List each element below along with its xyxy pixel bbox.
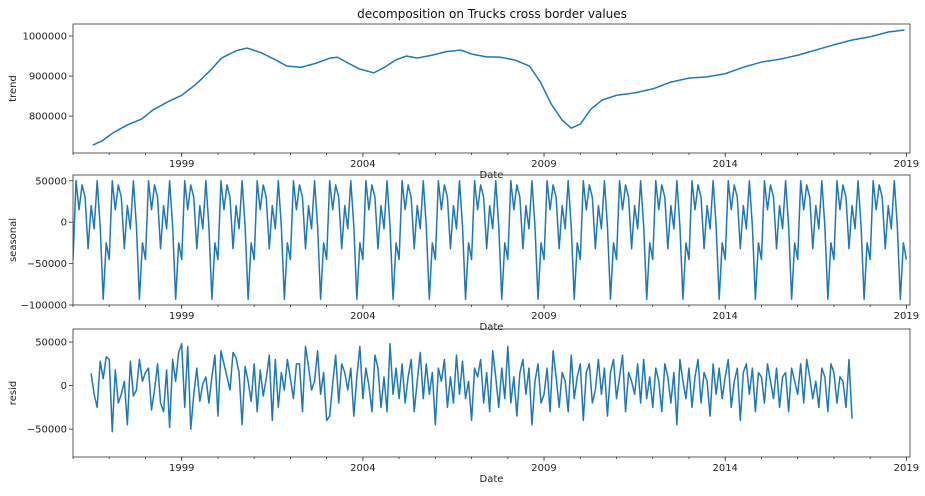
x-axis-label-trend: Date [480,170,504,181]
panel-seasonal: −100000 −50000 0 50000 seasonal 1999 2004 2009 2… [8,174,919,333]
y-tick-label-seasonal: 0 [61,218,67,229]
plot-frame-seasonal [72,174,911,306]
x-tick-label-resid: 1999 [169,463,194,474]
panels: 800000 900000 1000000 trend 1999 2004 2009 2014… [8,23,919,485]
y-axis-label-seasonal: seasonal [8,218,19,262]
series-line-trend [92,29,905,146]
panel-resid: −50000 0 50000 resid 1999 2004 2009 2014 2019 Dat… [8,328,919,485]
y-tick-label-trend: 900000 [29,72,67,83]
y-tick-label-seasonal: −50000 [27,259,67,270]
x-tick-label-trend: 2014 [712,159,737,170]
series-line-seasonal [73,180,908,300]
x-tick-label-seasonal: 2019 [894,311,919,322]
y-axis-label-trend: trend [8,75,19,102]
x-tick-label-seasonal: 2009 [531,311,556,322]
x-tick-label-resid: 2019 [894,463,919,474]
series-line-resid [90,343,853,433]
x-tick-label-resid: 2004 [350,463,375,474]
x-axis-label-seasonal: Date [480,322,504,333]
y-tick-label-resid: 50000 [35,338,67,349]
y-tick-label-seasonal: −100000 [20,301,67,312]
y-axis-label-resid: resid [8,381,19,405]
x-tick-label-seasonal: 1999 [169,311,194,322]
x-tick-label-seasonal: 2004 [350,311,375,322]
x-tick-label-trend: 2009 [531,159,556,170]
x-tick-label-seasonal: 2014 [712,311,737,322]
x-axis-label-resid: Date [480,474,504,485]
x-tick-label-resid: 2009 [531,463,556,474]
panel-trend: 800000 900000 1000000 trend 1999 2004 2009 2014… [8,23,919,181]
y-tick-label-resid: −50000 [27,425,67,436]
chart-title: decomposition on Trucks cross border val… [357,7,627,21]
x-tick-label-trend: 2004 [350,159,375,170]
y-tick-label-trend: 1000000 [22,32,67,43]
x-tick-label-trend: 2019 [894,159,919,170]
x-tick-label-trend: 1999 [169,159,194,170]
x-tick-label-resid: 2014 [712,463,737,474]
plot-frame-trend [72,23,911,154]
y-tick-label-seasonal: 50000 [35,176,67,187]
y-tick-label-trend: 800000 [29,112,67,123]
y-tick-label-resid: 0 [61,381,67,392]
plot-frame-resid [72,328,911,458]
